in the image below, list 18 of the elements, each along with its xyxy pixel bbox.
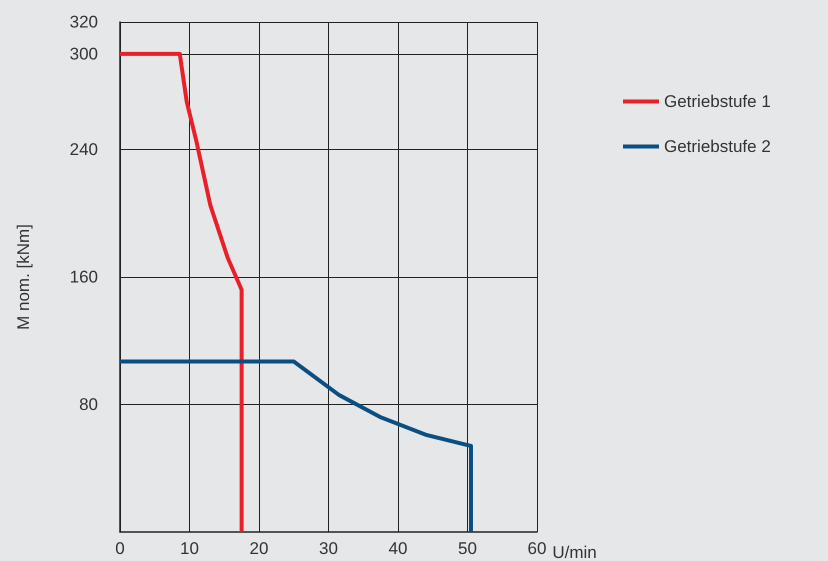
y-tick-label: 240: [70, 140, 98, 159]
y-tick-label: 160: [70, 268, 98, 286]
legend-label: Getriebstufe 2: [664, 137, 771, 156]
legend-label: Getriebstufe 1: [664, 92, 771, 111]
line-series: [118, 359, 473, 534]
x-tick-label: 50: [458, 539, 477, 558]
x-tick-label: 30: [319, 539, 338, 558]
y-tick-label: 320: [70, 12, 98, 32]
x-tick-label: 10: [180, 539, 199, 558]
x-tick-label: 20: [250, 539, 268, 558]
y-tick-label: 80: [79, 395, 98, 414]
y-tick-label: 300: [70, 44, 98, 64]
x-tick-label: 40: [388, 539, 408, 558]
x-tick-label: 60: [528, 539, 546, 558]
y-axis-title: M nom. [kNm]: [14, 224, 33, 330]
x-axis-title: U/min: [552, 543, 597, 561]
x-tick-label: 0: [115, 539, 125, 558]
line-series: [118, 52, 244, 534]
